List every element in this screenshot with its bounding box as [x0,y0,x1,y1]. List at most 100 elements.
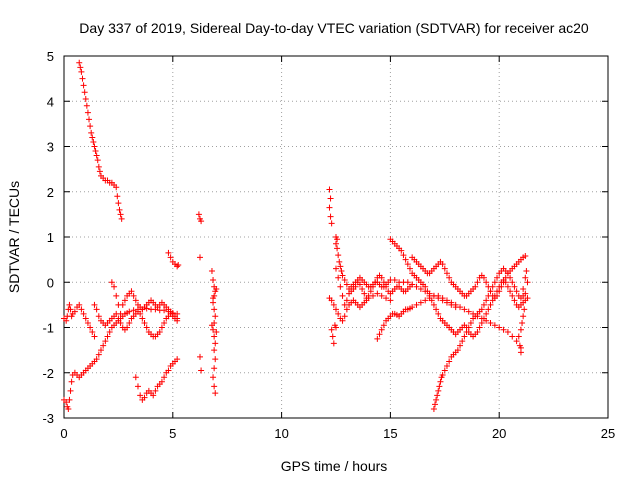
data-point [76,59,83,66]
data-point [424,288,431,295]
data-point [346,290,353,297]
data-point [63,399,70,406]
data-point [521,306,528,313]
data-point [443,270,450,277]
data-point [480,315,487,322]
data-point [516,342,523,349]
data-point [496,324,503,331]
data-point [374,335,381,342]
data-point [500,326,507,333]
data-point [89,134,96,141]
data-point [102,338,109,345]
data-point [165,367,172,374]
data-point [86,116,93,123]
data-point [132,297,139,304]
data-point [359,286,366,293]
data-point [213,286,220,293]
data-point [500,279,507,286]
data-point [128,288,135,295]
data-point [175,262,182,269]
data-point [63,317,70,324]
data-point [118,215,125,222]
data-point [333,324,339,331]
data-point [67,387,74,394]
data-point [432,401,439,408]
data-point [480,274,487,281]
data-point [126,308,133,315]
data-point [383,295,390,302]
data-point [90,138,97,145]
data-point [213,329,220,336]
data-point [487,319,494,326]
data-point [71,308,78,315]
data-point [409,281,416,288]
data-point [387,297,394,304]
data-point [83,102,90,109]
data-point [380,322,387,329]
data-point [328,220,335,227]
data-point [334,245,341,252]
data-point [212,356,219,363]
data-point [124,324,131,331]
data-point [94,157,101,164]
data-point [77,64,84,71]
data-point [402,256,409,263]
data-point [446,358,453,365]
data-point [210,276,217,283]
x-tick-label: 25 [601,426,615,441]
data-point [117,211,124,218]
data-point [409,304,416,311]
data-point [141,394,148,401]
data-point [91,333,98,340]
data-point [494,274,501,281]
data-point [435,310,442,317]
data-point [374,290,381,297]
data-point [335,274,342,281]
data-point [520,313,527,320]
data-point [480,301,487,308]
data-point [404,279,411,286]
data-point [158,324,165,331]
data-point [76,301,83,308]
data-point [116,206,123,213]
data-point [327,195,334,202]
data-point [474,279,481,286]
data-point [511,283,518,290]
data-point [513,288,520,295]
data-point [487,301,494,308]
data-point [461,333,468,340]
data-point [343,281,350,288]
data-point [465,324,472,331]
data-point [434,392,441,399]
data-point [436,383,443,390]
data-point [485,306,492,313]
data-point [328,326,335,333]
data-point [91,301,98,308]
data-point [114,193,121,200]
data-point [81,89,88,96]
data-point [422,283,429,290]
data-point [367,288,374,295]
data-point [211,347,218,354]
data-point [489,283,496,290]
x-tick-label: 0 [60,426,67,441]
data-point [333,265,339,272]
data-point [372,279,379,286]
data-point [378,292,385,299]
data-point [341,276,348,283]
data-point [211,365,218,372]
data-point [174,315,181,322]
data-point [165,249,172,256]
data-point [156,329,163,336]
data-point [430,301,437,308]
data-point [443,362,450,369]
data-point [430,405,437,412]
data-point [65,405,72,412]
data-point [328,297,335,304]
data-point [446,274,453,281]
data-point [84,109,91,116]
data-point [84,319,91,326]
data-point [496,288,503,295]
data-point [369,283,376,290]
data-point [111,283,118,290]
